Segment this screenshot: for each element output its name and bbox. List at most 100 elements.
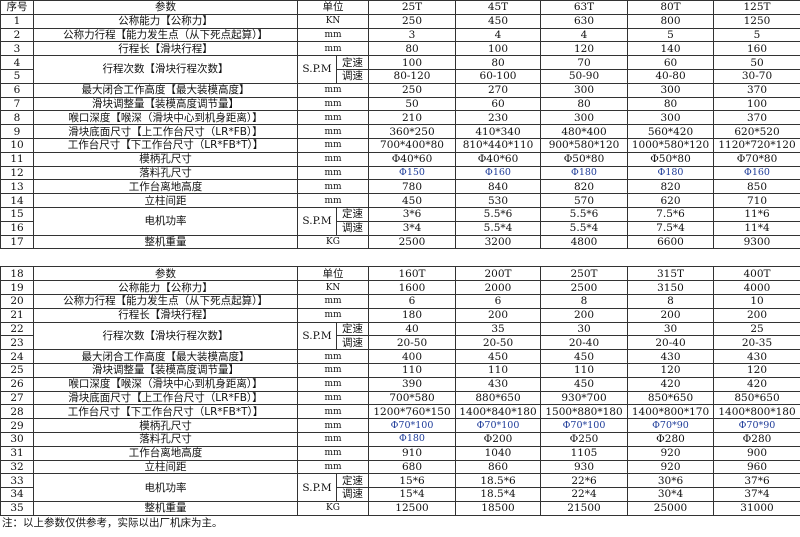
param-cell: 工作台离地高度 [33, 179, 298, 195]
value-cell: 18.5*4 [455, 487, 541, 502]
value-cell: 20-50 [455, 335, 541, 351]
seq-cell: 22 [0, 321, 34, 337]
seq-cell: 4 [0, 55, 34, 70]
table-row: 9 滑块底面尺寸【上工作台尺寸（LR*FB）】 mm 360*250 410*340 48… [0, 124, 800, 139]
model-header: 125T [713, 0, 800, 15]
param-cell: 最大闭合工作高度【最大装模高度】 [33, 349, 298, 364]
header-row: 18 参数 单位 160T 200T 250T 315T 400T [0, 266, 800, 282]
value-cell: 200 [627, 307, 714, 323]
param-cell: 行程次数【滑块行程次数】 [33, 321, 298, 351]
value-cell: 850*650 [713, 390, 800, 406]
seq-cell: 13 [0, 179, 34, 195]
value-cell: Φ250 [540, 431, 628, 447]
value-cell: 420 [627, 376, 714, 392]
unit-cell: mm [297, 431, 369, 447]
value-cell: 250 [368, 82, 456, 98]
value-cell: 80-120 [368, 68, 456, 84]
unit-cell: mm [297, 193, 369, 208]
value-cell: 160 [713, 41, 800, 57]
seq-cell: 32 [0, 459, 34, 475]
unit-cell: mm [297, 41, 369, 57]
seq-cell: 33 [0, 473, 34, 489]
value-cell: 50 [368, 96, 456, 112]
param-cell: 电机功率 [33, 473, 298, 502]
table-row: 15 电机功率 S.P.M 定速 3*6 5.5*6 5.5*6 7.5*6 11*6 [0, 206, 800, 236]
value-cell: 4000 [713, 280, 800, 295]
value-cell: 9300 [713, 234, 800, 250]
unit-header: 单位 [297, 266, 369, 282]
value-cell: 22*6 [540, 473, 628, 489]
value-cell: 35 [455, 321, 541, 337]
value-cell: 210 [368, 110, 456, 126]
table-row: 25 滑块调整量【装模高度调节量】 mm 110 110 110 120 120 [0, 362, 800, 378]
value-cell: 40 [368, 321, 456, 337]
value-cell: 100 [455, 41, 541, 57]
model-header: 160T [368, 266, 456, 282]
value-cell: 110 [455, 362, 541, 378]
seq-cell: 34 [0, 487, 34, 502]
speed-mode-cell: 调速 [336, 335, 369, 351]
value-cell: 810*440*110 [455, 137, 541, 153]
seq-cell: 9 [0, 124, 34, 139]
param-cell: 落料孔尺寸 [33, 431, 298, 447]
table-row: 6 最大闭合工作高度【最大装模高度】 mm 250 270 300 300 370 [0, 82, 800, 98]
value-cell: 1000*580*120 [627, 137, 714, 153]
value-cell: 570 [540, 193, 628, 208]
value-cell: 20-50 [368, 335, 456, 351]
value-cell: 300 [540, 82, 628, 98]
value-cell: 5.5*6 [455, 206, 541, 222]
value-cell: 780 [368, 179, 456, 195]
value-cell: 20-40 [540, 335, 628, 351]
value-cell: 840 [455, 179, 541, 195]
unit-cell: KN [297, 280, 369, 295]
value-cell: 7.5*4 [627, 220, 714, 236]
seq-cell: 24 [0, 349, 34, 364]
value-cell: 120 [540, 41, 628, 57]
value-cell: Φ70*100 [368, 418, 456, 433]
value-cell: 3*4 [368, 220, 456, 236]
model-header: 25T [368, 0, 456, 15]
value-cell: 200 [540, 307, 628, 323]
param-cell: 行程次数【滑块行程次数】 [33, 55, 298, 84]
value-cell: Φ180 [540, 165, 628, 181]
value-cell: 450 [540, 349, 628, 364]
table-row: 17 整机重量 KG 2500 3200 4800 6600 9300 [0, 234, 800, 250]
value-cell: 22*4 [540, 487, 628, 502]
value-cell: Φ160 [713, 165, 800, 181]
value-cell: 430 [713, 349, 800, 364]
seq-cell: 28 [0, 404, 34, 420]
seq-cell: 14 [0, 193, 34, 208]
param-cell: 模柄孔尺寸 [33, 418, 298, 433]
value-cell: Φ40*60 [455, 151, 541, 167]
value-cell: 390 [368, 376, 456, 392]
unit-cell: mm [297, 362, 369, 378]
table-row: 14 立柱间距 mm 450 530 570 620 710 [0, 193, 800, 208]
value-cell: 620 [627, 193, 714, 208]
value-cell: 450 [455, 13, 541, 29]
model-header: 80T [627, 0, 714, 15]
value-cell: 20-40 [627, 335, 714, 351]
value-cell: 80 [540, 96, 628, 112]
value-cell: 2500 [540, 280, 628, 295]
value-cell: 3 [368, 27, 456, 43]
table-row: 10 工作台尺寸【下工作台尺寸（LR*FB*T）】 mm 700*400*80 810*… [0, 137, 800, 153]
value-cell: Φ50*80 [540, 151, 628, 167]
value-cell: 450 [455, 349, 541, 364]
unit-cell: mm [297, 390, 369, 406]
seq-cell: 29 [0, 418, 34, 433]
param-cell: 电机功率 [33, 206, 298, 236]
value-cell: 37*6 [713, 473, 800, 489]
value-cell: 60 [455, 96, 541, 112]
seq-cell: 35 [0, 500, 34, 516]
table-row: 3 行程长【滑块行程】 mm 80 100 120 140 160 [0, 41, 800, 57]
seq-cell: 30 [0, 431, 34, 447]
param-cell: 喉口深度【喉深（滑块中心到机身距离）】 [33, 110, 298, 126]
seq-cell: 7 [0, 96, 34, 112]
value-cell: 920 [627, 459, 714, 475]
value-cell: 1040 [455, 445, 541, 461]
value-cell: Φ160 [455, 165, 541, 181]
value-cell: 930 [540, 459, 628, 475]
value-cell: 5.5*6 [540, 206, 628, 222]
value-cell: 3200 [455, 234, 541, 250]
value-cell: Φ150 [368, 165, 456, 181]
